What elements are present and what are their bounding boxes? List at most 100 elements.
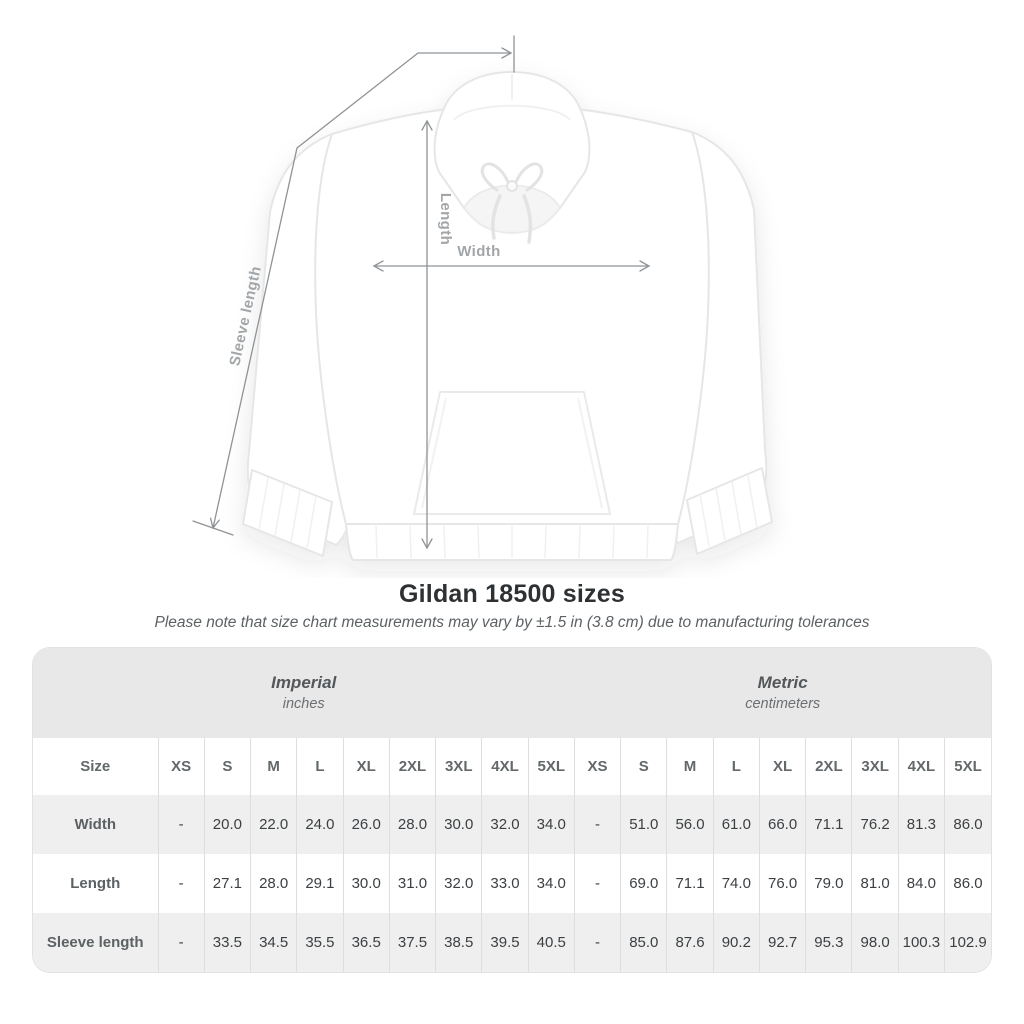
arrowhead (421, 538, 433, 550)
measurement-cell: 76.0 (758, 854, 806, 913)
measurement-cell: 100.3 (897, 913, 945, 972)
size-column-header: Size (33, 738, 158, 795)
measurement-cell: 69.0 (620, 854, 667, 913)
size-header-row: Size XS S M L XL 2XL 3XL 4XL 5XL XS S M … (33, 738, 991, 795)
size-header: M (666, 738, 714, 795)
measurement-cell: 92.7 (758, 913, 806, 972)
measurement-cell: 66.0 (758, 795, 806, 854)
measurement-cell: 56.0 (666, 795, 714, 854)
measurement-cell: 26.0 (342, 795, 390, 854)
imperial-group-label: Imperial (271, 673, 337, 693)
size-header: XS (157, 738, 205, 795)
measurement-cell: 24.0 (296, 795, 344, 854)
size-header: S (620, 738, 667, 795)
hoodie-drawstrings (480, 162, 544, 244)
imperial-group-header: Imperial inches (33, 648, 575, 738)
width-dimension-label: Width (457, 243, 501, 260)
measurement-cell: 36.5 (342, 913, 390, 972)
measurement-cell: 81.0 (851, 854, 899, 913)
size-header: 4XL (481, 738, 529, 795)
size-chart-table: Imperial inches Metric centimeters Size … (32, 647, 992, 973)
row-label: Sleeve length (46, 934, 144, 951)
measurement-cell: 27.1 (203, 854, 251, 913)
measurement-cell: 90.2 (712, 913, 760, 972)
measurement-cell: 22.0 (250, 795, 297, 854)
row-label: Width (74, 816, 116, 833)
measurement-cell: 61.0 (712, 795, 760, 854)
table-row-width: Width - 20.0 22.0 24.0 26.0 28.0 30.0 32… (33, 795, 991, 854)
measurement-cell: 37.5 (388, 913, 436, 972)
measurement-cell: 40.5 (527, 913, 575, 972)
size-header: 2XL (805, 738, 852, 795)
imperial-group-unit: inches (282, 696, 325, 713)
size-header: 5XL (527, 738, 575, 795)
arrowhead (421, 119, 433, 131)
measurement-cell: 76.2 (851, 795, 899, 854)
hoodie-drawstring-knot (506, 180, 518, 192)
measurement-cell: 30.0 (342, 854, 390, 913)
hoodie-measurement-diagram: Width Length Sleeve length (192, 35, 773, 561)
measurement-cell: 31.0 (388, 854, 436, 913)
size-header: 5XL (944, 738, 991, 795)
size-header: 2XL (388, 738, 436, 795)
size-header: L (712, 738, 760, 795)
measurement-cell: 32.0 (481, 795, 529, 854)
row-label: Length (70, 875, 121, 892)
arrowhead (639, 260, 651, 272)
arrowhead (501, 47, 513, 59)
size-header: XS (573, 738, 621, 795)
tolerance-note: Please note that size chart measurements… (154, 614, 870, 631)
measurement-cell: 35.5 (296, 913, 344, 972)
hoodie-illustration (242, 71, 773, 561)
measurement-cell: - (157, 795, 205, 854)
measurement-cell: 28.0 (250, 854, 297, 913)
measurement-cell: - (573, 854, 621, 913)
size-header: S (203, 738, 251, 795)
measurement-cell: 79.0 (805, 854, 852, 913)
measurement-cell: 34.5 (250, 913, 297, 972)
measurement-cell: 29.1 (296, 854, 344, 913)
table-row-sleeve-length: Sleeve length - 33.5 34.5 35.5 36.5 37.5… (33, 913, 991, 972)
unit-group-band: Imperial inches Metric centimeters (33, 648, 991, 738)
sleeve-length-dimension-line (212, 52, 512, 529)
measurement-cell: 20.0 (203, 795, 251, 854)
length-dimension-label: Length (437, 193, 454, 245)
arrowhead (209, 517, 220, 530)
measurement-cell: 85.0 (620, 913, 667, 972)
size-header: L (296, 738, 344, 795)
measurement-cell: 30.0 (435, 795, 482, 854)
measurement-cell: 71.1 (666, 854, 714, 913)
measurement-cell: 87.6 (666, 913, 714, 972)
measurement-cell: 51.0 (620, 795, 667, 854)
size-header: 4XL (897, 738, 945, 795)
measurement-cell: 102.9 (944, 913, 991, 972)
measurement-cell: 81.3 (897, 795, 945, 854)
measurement-cell: 84.0 (897, 854, 945, 913)
table-row-length: Length - 27.1 28.0 29.1 30.0 31.0 32.0 3… (33, 854, 991, 913)
measurement-cell: 95.3 (805, 913, 852, 972)
metric-group-header: Metric centimeters (574, 648, 991, 738)
hoodie-hood (433, 71, 591, 209)
measurement-cell: - (157, 913, 205, 972)
measurement-cell: 28.0 (388, 795, 436, 854)
size-header: 3XL (435, 738, 482, 795)
size-header: 3XL (851, 738, 899, 795)
metric-group-label: Metric (757, 673, 808, 693)
measurement-cell: 38.5 (435, 913, 482, 972)
measurement-cell: - (157, 854, 205, 913)
measurement-cell: 33.0 (481, 854, 529, 913)
size-header: XL (342, 738, 390, 795)
metric-group-unit: centimeters (745, 696, 821, 713)
size-header: M (250, 738, 297, 795)
hoodie-pocket (413, 391, 611, 515)
size-header: XL (758, 738, 806, 795)
measurement-cell: 71.1 (805, 795, 852, 854)
page-title: Gildan 18500 sizes (399, 580, 625, 608)
arrowhead (372, 260, 384, 272)
measurement-cell: 98.0 (851, 913, 899, 972)
measurement-cell: 32.0 (435, 854, 482, 913)
hoodie-collar (463, 184, 561, 234)
measurement-cell: 34.0 (527, 795, 575, 854)
measurement-cell: 34.0 (527, 854, 575, 913)
